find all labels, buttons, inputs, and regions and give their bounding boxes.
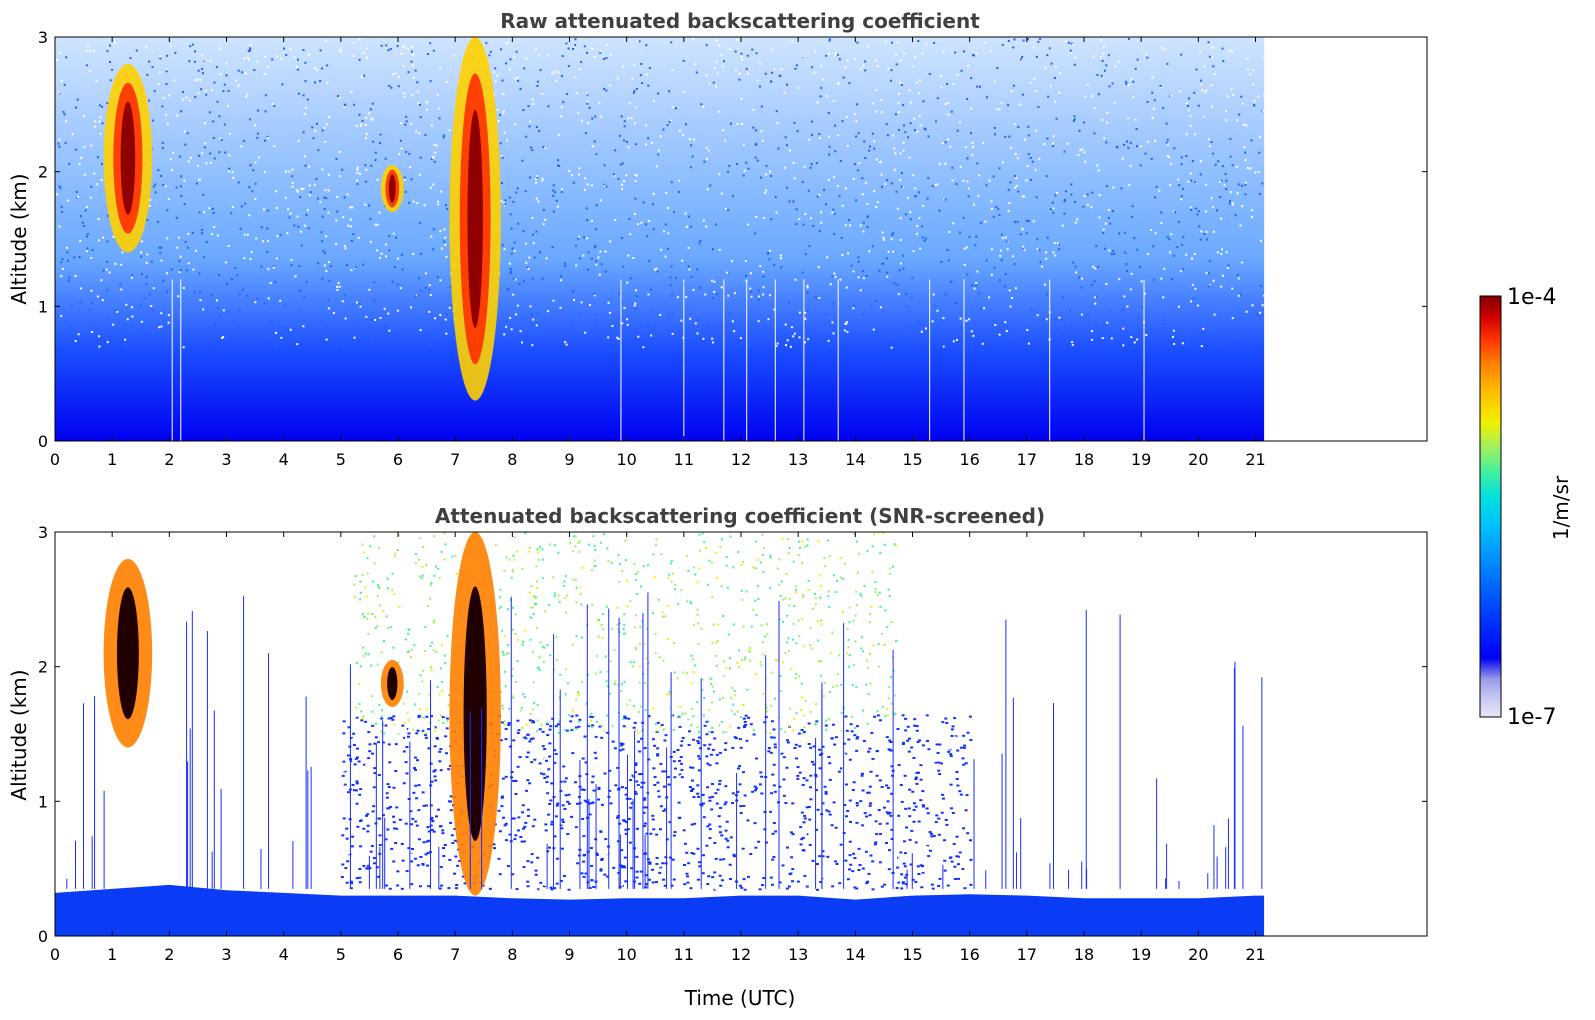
x-tick-label: 21 [1245, 450, 1265, 469]
x-axis: 0 1 2 3 4 5 6 7 8 9 10 11 12 13 14 15 16 17 18 19 20 21 [50, 37, 1266, 469]
colorbar-gradient [1479, 295, 1502, 718]
colorbar-max-label: 1e-4 [1507, 285, 1556, 310]
x-tick-label: 0 [50, 945, 60, 964]
screened-columns [66, 592, 1263, 889]
colorbar: 1e-4 1e-7 1/m/sr [1479, 285, 1573, 730]
feature-plume-2 [449, 37, 501, 401]
y-axis: 0 1 2 3 [38, 523, 1427, 946]
colorbar-min-label: 1e-7 [1507, 705, 1556, 730]
colorbar-units-label: 1/m/sr [1549, 475, 1573, 540]
y-axis: 0 1 2 3 [38, 28, 1427, 451]
plot-area [54, 531, 1428, 937]
x-tick-label: 4 [279, 450, 289, 469]
feature-cloud-0 [103, 558, 153, 748]
x-tick-label: 9 [564, 945, 574, 964]
x-tick-label: 3 [221, 945, 231, 964]
x-tick-label: 20 [1188, 450, 1208, 469]
x-tick-label: 17 [1017, 945, 1037, 964]
x-tick-label: 6 [393, 945, 403, 964]
x-tick-label: 19 [1131, 945, 1151, 964]
x-tick-label: 10 [616, 945, 636, 964]
x-tick-label: 16 [959, 450, 979, 469]
x-tick-label: 20 [1188, 945, 1208, 964]
x-tick-label: 1 [107, 945, 117, 964]
x-tick-label: 13 [788, 450, 808, 469]
y-tick-label: 0 [38, 432, 48, 451]
feature-plume-2 [449, 532, 501, 896]
y-axis-label: Altitude (km) [7, 173, 31, 304]
raw-backscatter-panel: Raw attenuated backscattering coefficien… [7, 9, 1428, 469]
x-tick-label: 0 [50, 450, 60, 469]
screened-signal [340, 532, 973, 891]
x-tick-label: 5 [336, 945, 346, 964]
snr-screened-backscatter-panel: Attenuated backscattering coefficient (S… [7, 504, 1428, 1010]
x-tick-label: 13 [788, 945, 808, 964]
x-tick-label: 18 [1074, 945, 1094, 964]
y-tick-label: 2 [38, 658, 48, 677]
x-tick-label: 16 [959, 945, 979, 964]
y-tick-label: 3 [38, 523, 48, 542]
x-tick-label: 9 [564, 450, 574, 469]
x-tick-label: 15 [902, 945, 922, 964]
x-tick-label: 3 [221, 450, 231, 469]
y-tick-label: 0 [38, 927, 48, 946]
y-axis-label: Altitude (km) [7, 669, 31, 800]
boundary-layer [55, 884, 1265, 936]
x-tick-label: 14 [845, 945, 865, 964]
x-tick-label: 14 [845, 450, 865, 469]
chart-title: Raw attenuated backscattering coefficien… [500, 9, 980, 33]
x-tick-label: 1 [107, 450, 117, 469]
x-tick-label: 8 [507, 945, 517, 964]
y-tick-label: 1 [38, 297, 48, 316]
plot-area [54, 36, 1428, 442]
x-tick-label: 5 [336, 450, 346, 469]
x-tick-label: 21 [1245, 945, 1265, 964]
x-tick-label: 15 [902, 450, 922, 469]
x-tick-label: 2 [164, 450, 174, 469]
feature-cloud-1 [380, 659, 404, 708]
x-tick-label: 12 [731, 450, 751, 469]
noise-gradient [55, 37, 1265, 441]
y-tick-label: 1 [38, 792, 48, 811]
y-tick-label: 2 [38, 163, 48, 182]
x-axis: 0 1 2 3 4 5 6 7 8 9 10 11 12 13 14 15 16 17 18 19 20 21 [50, 532, 1266, 964]
x-tick-label: 17 [1017, 450, 1037, 469]
x-tick-label: 7 [450, 450, 460, 469]
y-tick-label: 3 [38, 28, 48, 47]
x-tick-label: 19 [1131, 450, 1151, 469]
chart-title: Attenuated backscattering coefficient (S… [435, 504, 1045, 528]
x-tick-label: 6 [393, 450, 403, 469]
x-tick-label: 10 [616, 450, 636, 469]
x-tick-label: 2 [164, 945, 174, 964]
feature-cloud-0 [103, 63, 153, 253]
x-tick-label: 11 [674, 450, 694, 469]
x-tick-label: 18 [1074, 450, 1094, 469]
x-tick-label: 4 [279, 945, 289, 964]
x-tick-label: 8 [507, 450, 517, 469]
x-axis-label: Time (UTC) [684, 986, 796, 1010]
x-tick-label: 12 [731, 945, 751, 964]
x-tick-label: 11 [674, 945, 694, 964]
x-tick-label: 7 [450, 945, 460, 964]
feature-cloud-1 [380, 164, 404, 213]
